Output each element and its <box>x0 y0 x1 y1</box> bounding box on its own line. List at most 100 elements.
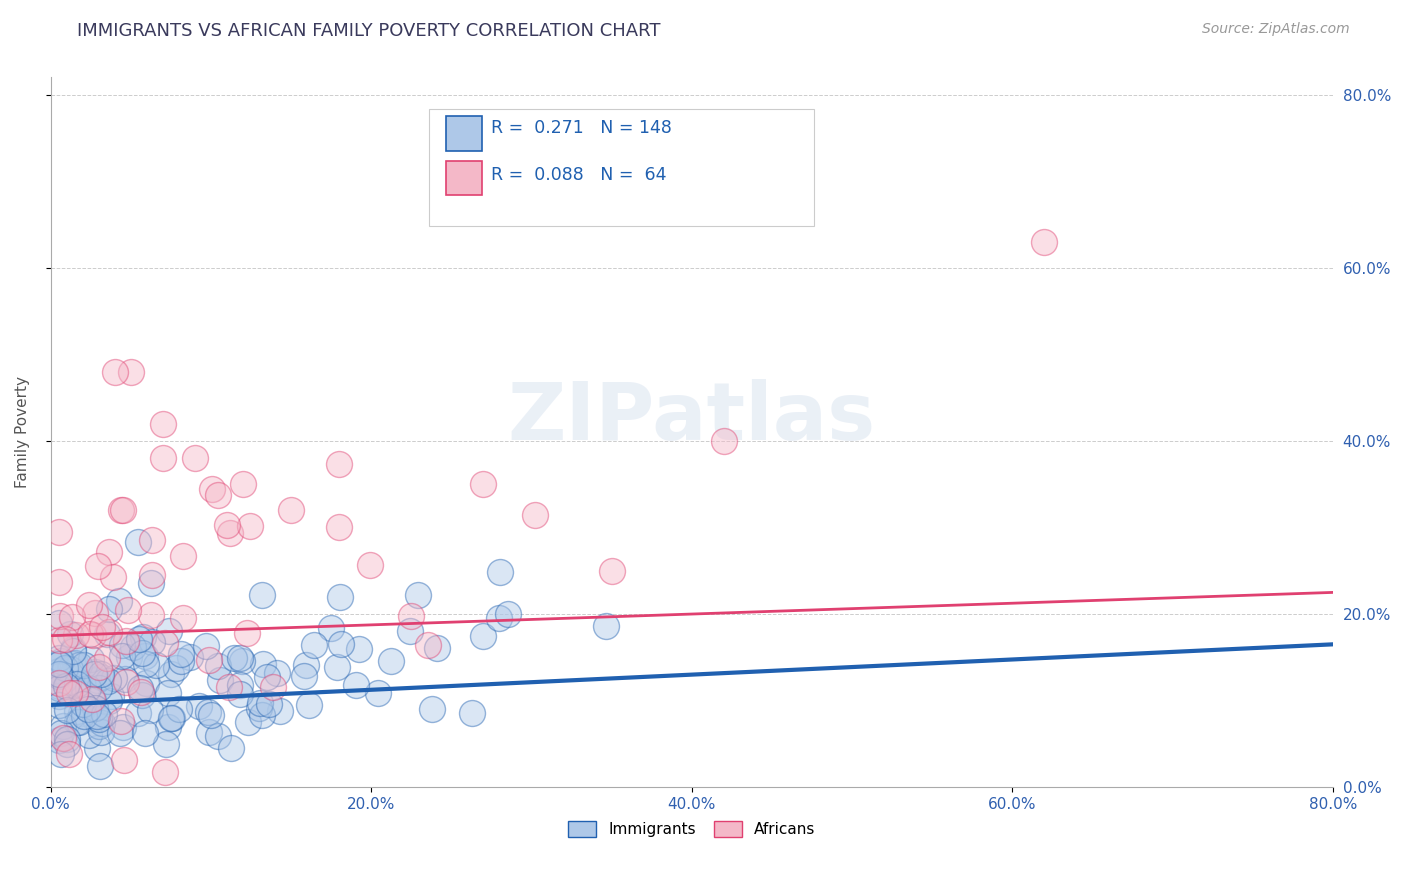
Point <box>294 657 316 672</box>
Point <box>247 700 270 714</box>
Point <box>259 697 281 711</box>
Point <box>59 627 82 641</box>
Point <box>131 646 153 660</box>
Point <box>98 625 121 640</box>
Point <box>1033 235 1056 249</box>
Point <box>55 632 77 646</box>
Point <box>460 706 482 720</box>
Text: Source: ZipAtlas.com: Source: ZipAtlas.com <box>1202 22 1350 37</box>
Point <box>48 609 70 624</box>
Point <box>96 627 118 641</box>
Text: ZIPatlas: ZIPatlas <box>508 379 876 457</box>
Point <box>65 628 87 642</box>
Point <box>208 673 231 688</box>
Point <box>56 737 79 751</box>
Point <box>49 747 72 761</box>
Point <box>93 706 115 721</box>
Point <box>165 661 187 675</box>
Point <box>107 594 129 608</box>
Point <box>262 681 284 695</box>
Point <box>48 524 70 539</box>
Point <box>112 503 135 517</box>
Point <box>131 685 153 699</box>
Point <box>229 687 252 701</box>
Point <box>129 681 152 696</box>
Point <box>207 658 229 673</box>
Point <box>229 678 252 692</box>
Point <box>48 732 70 747</box>
Point <box>224 651 246 665</box>
Point <box>172 549 194 564</box>
Point <box>48 668 70 682</box>
Point <box>172 611 194 625</box>
Point <box>60 609 83 624</box>
Point <box>59 662 82 676</box>
Point <box>77 702 100 716</box>
Point <box>219 526 242 541</box>
Point <box>86 709 108 723</box>
Point <box>73 709 96 723</box>
Point <box>80 692 103 706</box>
Point <box>76 681 98 695</box>
Point <box>115 674 138 689</box>
Point <box>84 606 107 620</box>
Point <box>249 696 271 710</box>
Point <box>231 654 253 668</box>
Point <box>97 544 120 558</box>
Point <box>152 451 174 466</box>
Point <box>120 365 142 379</box>
Point <box>344 678 367 692</box>
Point <box>118 649 141 664</box>
Point <box>72 697 94 711</box>
Point <box>48 690 70 704</box>
Y-axis label: Family Poverty: Family Poverty <box>15 376 30 488</box>
Point <box>56 674 79 689</box>
Legend: Immigrants, Africans: Immigrants, Africans <box>562 814 821 843</box>
Point <box>195 639 218 653</box>
Point <box>111 638 134 652</box>
Point <box>153 765 176 780</box>
Point <box>134 726 156 740</box>
Point <box>67 715 90 730</box>
Point <box>80 652 103 666</box>
Point <box>77 598 100 612</box>
Point <box>127 706 149 720</box>
Point <box>56 703 79 717</box>
Point <box>103 671 125 685</box>
Point <box>218 680 240 694</box>
Point <box>160 711 183 725</box>
Point <box>159 666 181 681</box>
Point <box>110 502 132 516</box>
Point <box>197 725 219 739</box>
Point <box>169 702 191 716</box>
Point <box>77 728 100 742</box>
Point <box>236 626 259 640</box>
Point <box>131 688 153 702</box>
Point <box>184 451 207 466</box>
Point <box>292 668 315 682</box>
Point <box>471 629 494 643</box>
Point <box>48 657 70 672</box>
Point <box>62 657 84 671</box>
Point <box>489 565 512 579</box>
Point <box>139 607 162 622</box>
Point <box>132 630 155 644</box>
Point <box>48 675 70 690</box>
Point <box>128 632 150 646</box>
Point <box>207 729 229 743</box>
Point <box>100 689 122 703</box>
Point <box>229 650 252 665</box>
Point <box>90 725 112 739</box>
Point <box>420 702 443 716</box>
Point <box>48 575 70 590</box>
Point <box>96 651 118 665</box>
Point <box>319 621 342 635</box>
Point <box>67 657 90 672</box>
Point <box>198 652 221 666</box>
Point <box>232 477 254 491</box>
Point <box>55 732 77 747</box>
Point <box>108 726 131 740</box>
Point <box>87 719 110 733</box>
Point <box>63 656 86 670</box>
Point <box>280 503 302 517</box>
